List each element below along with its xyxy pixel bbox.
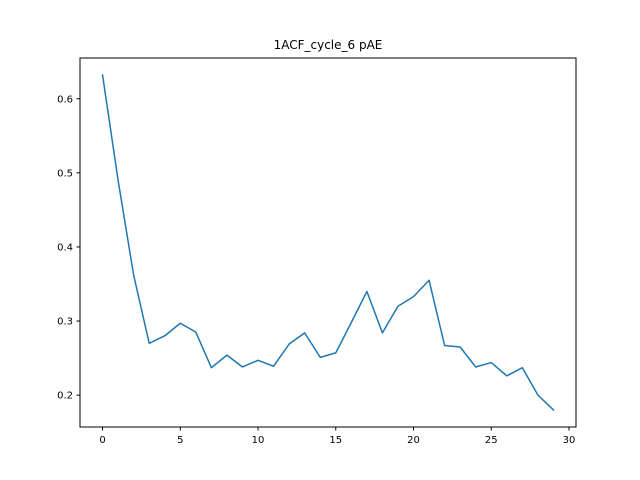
y-axis: 0.2 0.3 0.4 0.5 0.6 — [57, 94, 80, 402]
y-tick-label: 0.5 — [57, 168, 73, 179]
y-tick-label: 0.3 — [57, 317, 73, 328]
x-tick-label: 30 — [563, 435, 576, 446]
x-axis: 0 5 10 15 20 25 30 — [99, 427, 575, 446]
series-layer — [101, 74, 555, 412]
y-tick-label: 0.6 — [57, 94, 73, 105]
x-tick-label: 0 — [99, 435, 105, 446]
series-line — [101, 74, 555, 412]
y-tick-label: 0.4 — [57, 242, 73, 253]
chart-title: 1ACF_cycle_6 pAE — [274, 38, 383, 52]
x-tick-label: 20 — [407, 435, 420, 446]
x-tick-label: 5 — [177, 435, 183, 446]
plot-frame — [79, 57, 577, 428]
x-tick-label: 15 — [329, 435, 342, 446]
x-tick-label: 10 — [252, 435, 265, 446]
x-tick-label: 25 — [485, 435, 498, 446]
y-tick-label: 0.2 — [57, 391, 73, 402]
